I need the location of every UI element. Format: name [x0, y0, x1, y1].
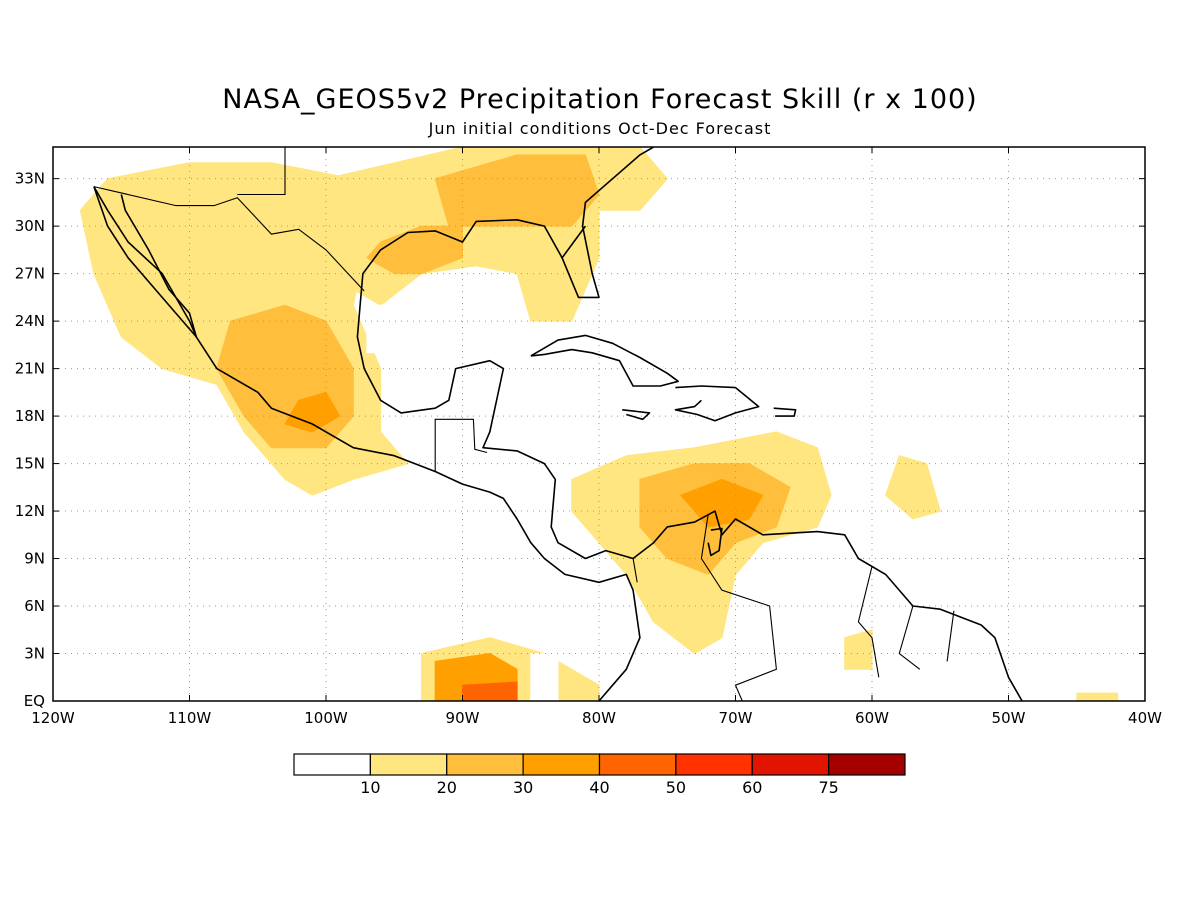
coastline-cuba	[530, 334, 680, 387]
skill-region-caribbean-hot	[680, 478, 764, 528]
border-suriname-guiana	[946, 610, 955, 662]
coastline-gulf-north-coast	[356, 219, 1023, 701]
coastline-baja-california	[93, 186, 198, 338]
lat-tick-label: 3N	[24, 645, 45, 663]
border-colombia-venezuela	[700, 514, 777, 701]
skill-region-south-atlantic	[1076, 692, 1119, 701]
skill-shading	[79, 147, 1119, 701]
lat-tick-label: EQ	[24, 692, 45, 710]
coastline-hispaniola	[674, 385, 760, 422]
blank-region-gulf-blank	[366, 272, 505, 354]
coastlines	[93, 147, 1023, 701]
lon-tick-label: 40W	[1128, 709, 1162, 727]
colorbar-swatch	[828, 753, 906, 776]
lon-tick-label: 50W	[992, 709, 1026, 727]
border-panama-colombia	[632, 558, 638, 583]
skill-region-atlantic-east	[885, 455, 941, 520]
lat-tick-label: 12N	[15, 502, 45, 520]
colorbar: 10 20 30 40 50 60 75	[293, 753, 906, 797]
grid-lines	[53, 147, 1145, 701]
colorbar-swatch	[446, 753, 524, 776]
coastline-lake-maracaibo	[707, 527, 723, 557]
coastline-north-america-pacific	[93, 186, 641, 701]
lat-tick-label: 6N	[24, 597, 45, 615]
colorbar-label: 30	[513, 778, 533, 797]
coastline-puerto-rico	[773, 407, 797, 417]
lat-tick-label: 18N	[15, 407, 45, 425]
skill-region-texas-coast	[366, 225, 463, 275]
colorbar-swatch	[751, 753, 830, 776]
lat-tick-label: 33N	[15, 170, 45, 188]
skill-region-pacific-eq-hot	[462, 681, 518, 701]
border-central-america	[434, 418, 488, 472]
lon-tick-label: 70W	[719, 709, 753, 727]
blank-region-pacific-blank	[530, 653, 559, 701]
lat-tick-label: 21N	[15, 360, 45, 378]
lon-tick-label: 110W	[168, 709, 212, 727]
map-subtitle: Jun initial conditions Oct-Dec Forecast	[428, 119, 772, 138]
colorbar-label: 10	[360, 778, 380, 797]
colorbar-swatch	[522, 753, 601, 776]
lon-tick-label: 120W	[31, 709, 75, 727]
colorbar-swatch	[675, 753, 753, 776]
lon-tick-label: 90W	[446, 709, 480, 727]
lat-tick-label: 15N	[15, 455, 45, 473]
colorbar-label: 60	[742, 778, 762, 797]
colorbar-label: 75	[818, 778, 838, 797]
lat-tick-label: 30N	[15, 217, 45, 235]
map-title: NASA_GEOS5v2 Precipitation Forecast Skil…	[222, 84, 978, 115]
colorbar-swatch	[293, 753, 371, 776]
coastline-gulf-of-mexico-coast	[561, 147, 654, 299]
colorbar-label: 50	[666, 778, 686, 797]
lon-tick-label: 60W	[855, 709, 889, 727]
colorbar-swatch	[369, 753, 448, 776]
colorbar-swatch	[598, 753, 677, 776]
border-guyana-suriname	[898, 605, 921, 670]
lon-tick-label: 100W	[304, 709, 348, 727]
border-us-states	[237, 147, 286, 196]
coastline-jamaica	[622, 409, 651, 421]
skill-region-guiana-patch	[844, 629, 873, 670]
lat-tick-label: 27N	[15, 265, 45, 283]
lat-tick-label: 9N	[24, 550, 45, 568]
border-venezuela-guyana	[857, 566, 880, 678]
colorbar-label: 40	[589, 778, 609, 797]
lon-tick-label: 80W	[582, 709, 616, 727]
colorbar-label: 20	[437, 778, 457, 797]
axis-ticks: 120W 110W 100W 90W 80W 70W 60W 50W 40W EQ 3N 6N 9N 12…	[15, 147, 1162, 727]
lat-tick-label: 24N	[15, 312, 45, 330]
border-us-mexico	[93, 186, 365, 292]
